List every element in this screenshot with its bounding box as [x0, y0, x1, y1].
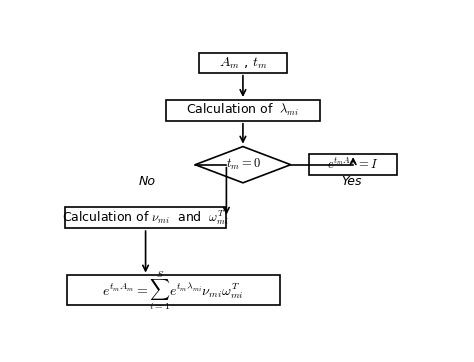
Text: $A_m$ , $t_m$: $A_m$ , $t_m$ — [219, 55, 267, 71]
Text: $t_m = 0$: $t_m = 0$ — [226, 157, 260, 172]
Text: $e^{t_m A_m} = \sum_{i=1}^{S} e^{t_m \lambda_{mi}} \nu_{mi} \omega^T_{mi}$: $e^{t_m A_m} = \sum_{i=1}^{S} e^{t_m \la… — [102, 269, 244, 312]
Text: $e^{t_m A_m} = I$: $e^{t_m A_m} = I$ — [328, 157, 379, 172]
FancyBboxPatch shape — [199, 53, 287, 73]
Text: Yes: Yes — [341, 175, 362, 188]
FancyBboxPatch shape — [309, 154, 397, 175]
Text: Calculation of $\nu_{mi}$  and  $\omega^T_{mi}$: Calculation of $\nu_{mi}$ and $\omega^T_… — [62, 209, 229, 227]
FancyBboxPatch shape — [166, 100, 320, 121]
Text: No: No — [139, 175, 156, 188]
Polygon shape — [195, 147, 291, 183]
FancyBboxPatch shape — [66, 275, 280, 305]
Text: Calculation of  $\lambda_{mi}$: Calculation of $\lambda_{mi}$ — [186, 102, 300, 118]
FancyBboxPatch shape — [65, 207, 227, 228]
